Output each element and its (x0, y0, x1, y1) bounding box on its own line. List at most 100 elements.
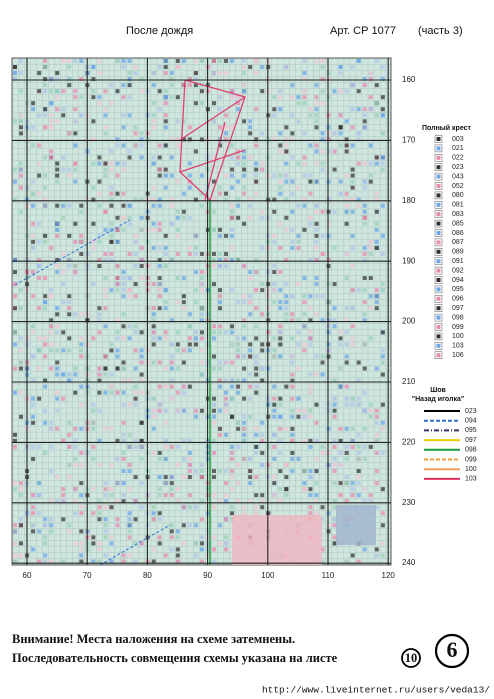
cell (175, 330, 180, 335)
cell (278, 191, 283, 196)
cell (31, 125, 36, 130)
cell (356, 481, 361, 486)
cell (230, 167, 235, 172)
cell (374, 288, 379, 293)
cell (91, 77, 96, 82)
cell (181, 541, 186, 546)
cell (236, 354, 241, 359)
cell (211, 469, 216, 474)
cell (91, 185, 96, 190)
cell (187, 251, 192, 256)
cell (109, 384, 114, 389)
cell (55, 221, 60, 226)
cell (49, 426, 54, 431)
cell (344, 251, 349, 256)
cell (121, 438, 126, 443)
cell (55, 179, 60, 184)
cell (31, 245, 36, 250)
cell (199, 191, 204, 196)
cell (169, 547, 174, 552)
stitch-title: Шов (430, 387, 446, 394)
cell (362, 312, 367, 317)
cell (350, 426, 355, 431)
cell (302, 203, 307, 208)
cell (181, 475, 186, 480)
cell (218, 366, 223, 371)
cell (272, 414, 277, 419)
cell (97, 155, 102, 160)
cell (224, 264, 229, 269)
cell (211, 438, 216, 443)
cell (175, 559, 180, 564)
cell (175, 179, 180, 184)
cell (242, 119, 247, 124)
cell (380, 131, 385, 136)
cell (103, 276, 108, 281)
cell (326, 137, 331, 142)
cell (43, 107, 48, 112)
cell (314, 83, 319, 88)
cell (169, 203, 174, 208)
cell (133, 438, 138, 443)
cell (284, 487, 289, 492)
legend-code: 086 (452, 230, 464, 237)
cell (260, 215, 265, 220)
cell (61, 203, 66, 208)
cell (374, 239, 379, 244)
cell (260, 245, 265, 250)
cell (31, 107, 36, 112)
cell (31, 191, 36, 196)
cell (332, 149, 337, 154)
cell (13, 559, 17, 564)
cell (31, 414, 36, 419)
cell (187, 438, 192, 443)
cell (79, 511, 84, 516)
cell (73, 270, 78, 275)
stitch-code: 023 (465, 408, 477, 415)
cell (115, 161, 120, 166)
cell (109, 227, 114, 232)
cell (67, 77, 72, 82)
cell (290, 438, 295, 443)
cell (218, 408, 223, 413)
cell (302, 294, 307, 299)
cell (67, 59, 72, 63)
cell (380, 402, 385, 407)
legend-code: 094 (452, 277, 464, 284)
cell (224, 113, 229, 118)
symbol (436, 259, 441, 264)
cell (242, 426, 247, 431)
cell (302, 227, 307, 232)
cell (61, 107, 66, 112)
cell (332, 324, 337, 329)
cell (163, 167, 168, 172)
cell (55, 77, 60, 82)
cell (31, 523, 36, 528)
cell (326, 312, 331, 317)
stitch-code: 097 (465, 437, 477, 444)
cell (236, 348, 241, 353)
cell (169, 396, 174, 401)
cell (157, 221, 162, 226)
cell (181, 119, 186, 124)
cell (350, 402, 355, 407)
cell (314, 354, 319, 359)
legend-code: 096 (452, 296, 464, 303)
cell (218, 251, 223, 256)
cell (181, 384, 186, 389)
cell (308, 143, 313, 148)
cell (151, 318, 156, 323)
cell (254, 107, 259, 112)
cell (260, 282, 265, 287)
cell (278, 487, 283, 492)
cell (260, 505, 265, 510)
cell (43, 384, 48, 389)
cell (218, 294, 223, 299)
cell (320, 209, 325, 214)
cell (344, 203, 349, 208)
cell (79, 354, 84, 359)
cell (199, 288, 204, 293)
cell (326, 257, 331, 262)
cell (296, 282, 301, 287)
cell (356, 131, 361, 136)
